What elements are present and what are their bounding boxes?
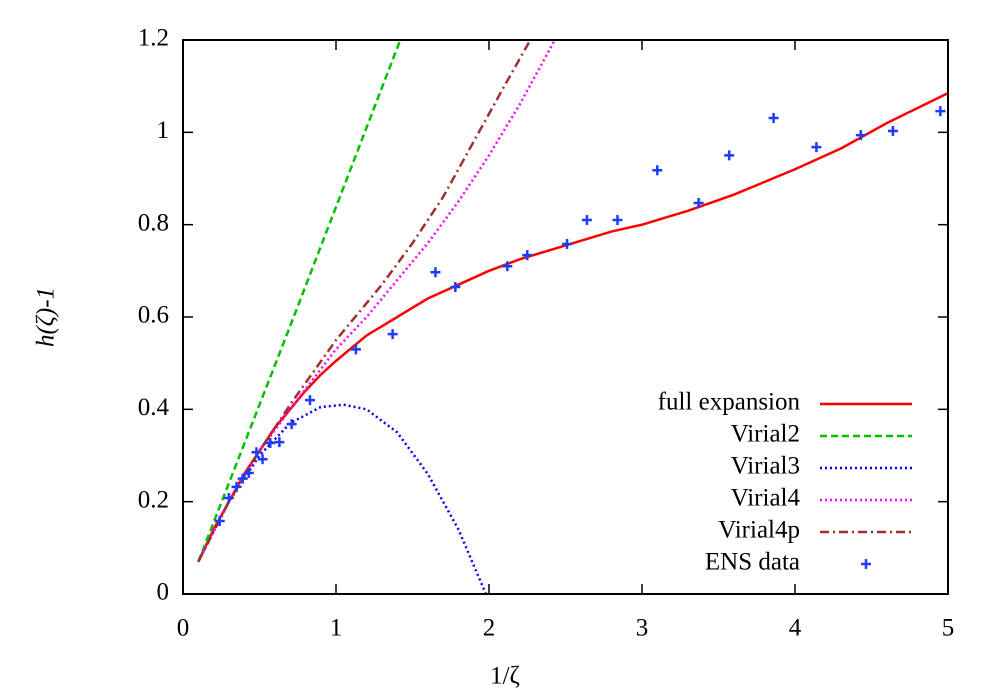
x-axis-label: 1/ζ (490, 663, 520, 690)
series-line (197, 40, 532, 563)
y-tick-label: 0.4 (138, 394, 170, 421)
data-point (935, 106, 946, 117)
data-point (237, 473, 248, 484)
data-point (304, 395, 315, 406)
x-tick-label: 2 (483, 615, 496, 642)
data-point (257, 454, 268, 465)
legend-label: Virial4p (718, 517, 800, 544)
data-point (887, 125, 898, 136)
data-point (231, 481, 242, 492)
series-line (197, 40, 556, 563)
data-point (286, 419, 297, 430)
series-line (197, 91, 948, 563)
y-tick-label: 1.2 (138, 25, 169, 52)
x-tick-label: 1 (330, 615, 343, 642)
legend-label: Virial2 (731, 421, 800, 448)
plot-area (197, 40, 948, 594)
data-point (502, 261, 513, 272)
x-tick-label: 0 (177, 615, 190, 642)
data-point (274, 437, 285, 448)
data-point (581, 215, 592, 226)
data-point (265, 438, 276, 449)
data-point (693, 197, 704, 208)
data-point (562, 239, 573, 250)
data-point (724, 150, 735, 161)
data-point (768, 113, 779, 124)
data-point (243, 468, 254, 479)
data-point (387, 329, 398, 340)
data-point (450, 281, 461, 292)
y-tick-label: 1 (157, 117, 170, 144)
legend-marker (861, 559, 871, 569)
data-point (612, 215, 623, 226)
legend-label: Virial3 (731, 453, 800, 480)
y-tick-label: 0.6 (138, 302, 169, 329)
legend-label: ENS data (705, 549, 800, 576)
series-line (197, 403, 488, 594)
x-tick-label: 5 (942, 615, 955, 642)
x-tick-label: 4 (789, 615, 802, 642)
data-point (223, 492, 234, 503)
data-point (855, 130, 866, 141)
x-tick-label: 3 (636, 615, 649, 642)
y-axis-label: h(ζ)-1 (33, 287, 60, 347)
legend-label: full expansion (658, 389, 801, 416)
data-point (214, 516, 225, 527)
series-line (197, 40, 402, 563)
y-tick-label: 0.8 (138, 209, 169, 236)
plot-frame (182, 39, 949, 595)
y-tick-label: 0.2 (138, 486, 169, 513)
data-point (430, 267, 441, 278)
data-point (522, 250, 533, 261)
y-tick-label: 0 (157, 579, 170, 606)
data-point (251, 447, 262, 458)
data-point (652, 165, 663, 176)
legend-label: Virial4 (731, 485, 801, 512)
data-point (350, 344, 361, 355)
data-point (811, 142, 822, 153)
